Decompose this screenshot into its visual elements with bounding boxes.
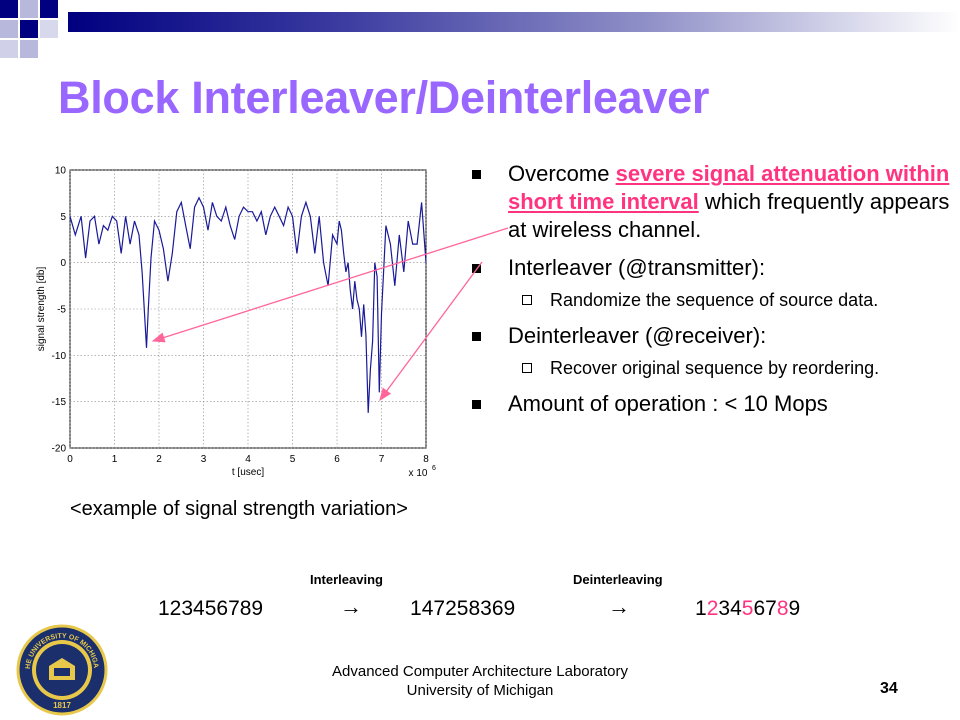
- bullet-text: Interleaver (@transmitter):: [508, 255, 766, 280]
- sequence-digit: 1: [410, 597, 422, 620]
- x-tick-label: 7: [379, 454, 385, 465]
- x-axis-label: t [usec]: [232, 467, 264, 478]
- y-tick-label: -10: [52, 351, 67, 362]
- deco-square: [0, 0, 18, 18]
- deco-square: [20, 40, 38, 58]
- x-tick-label: 0: [67, 454, 73, 465]
- bullet-highlight: severe signal attenuation within short t…: [508, 161, 950, 214]
- y-tick-label: 0: [60, 258, 66, 269]
- university-seal-logo: THE UNIVERSITY OF MICHIGAN 1817: [16, 624, 108, 716]
- deinterleaving-label: Deinterleaving: [573, 572, 663, 587]
- sequence-digit: 3: [480, 597, 492, 620]
- chart-svg: 0 1 2 3 4 5 6 7 8 10 5 0 -5 -10 -15 -20 t [usec] x 10 6 sig…: [36, 166, 436, 480]
- x-tick-label: 3: [201, 454, 207, 465]
- right-arrow-icon: →: [608, 594, 630, 619]
- deco-square: [0, 40, 18, 58]
- sequence-digit: 5: [456, 597, 469, 620]
- original-sequence: 123456789: [158, 597, 264, 620]
- bullet-text-pre: Overcome: [508, 161, 616, 186]
- bullet-item: Interleaver (@transmitter):: [470, 254, 950, 282]
- x-tick-label: 4: [245, 454, 251, 465]
- bullet-list: Overcome severe signal attenuation withi…: [470, 160, 950, 418]
- top-decoration-bar: [0, 0, 960, 58]
- deco-square: [40, 20, 58, 38]
- sequence-digit: 6: [491, 597, 504, 620]
- sub-bullet-marker: [522, 363, 532, 373]
- deco-square: [20, 0, 38, 18]
- bullet-marker: [472, 400, 481, 409]
- sequence-digit: 2: [706, 597, 719, 620]
- y-tick-label: -20: [52, 444, 67, 455]
- y-tick-label: -5: [57, 305, 66, 316]
- right-arrow-icon: →: [340, 594, 362, 619]
- y-tick-label: 10: [55, 166, 67, 177]
- x-multiplier-exponent: 6: [432, 465, 436, 472]
- footer-line2: University of Michigan: [406, 682, 554, 699]
- sequence-digit: 8: [776, 597, 789, 620]
- slide-title: Block Interleaver/Deinterleaver: [58, 72, 710, 123]
- deco-square: [40, 0, 58, 18]
- bullet-item: Amount of operation : < 10 Mops: [470, 390, 950, 418]
- footer: Advanced Computer Architecture Laborator…: [300, 662, 660, 700]
- bullet-item: Overcome severe signal attenuation withi…: [470, 160, 950, 244]
- y-tick-label: 5: [60, 212, 66, 223]
- sequence-digit: 4: [421, 597, 434, 620]
- sub-bullet-text: Randomize the sequence of source data.: [550, 290, 879, 310]
- x-tick-label: 8: [423, 454, 429, 465]
- interleaving-label: Interleaving: [310, 572, 383, 587]
- bullet-marker: [472, 332, 481, 341]
- sub-bullet-text: Recover original sequence by reordering.: [550, 358, 880, 378]
- footer-line1: Advanced Computer Architecture Laborator…: [332, 663, 628, 680]
- sub-bullet-item: Randomize the sequence of source data.: [470, 288, 950, 312]
- sequence-digit: 5: [741, 597, 754, 620]
- sequence-digit: 7: [433, 597, 446, 620]
- interleaved-sequence: 147258369: [410, 597, 515, 621]
- x-multiplier-label: x 10: [409, 468, 428, 479]
- bullet-text: Amount of operation : < 10 Mops: [508, 391, 828, 416]
- bullet-item: Deinterleaver (@receiver):: [470, 322, 950, 350]
- bullet-text-post: which frequently appears at wireless cha…: [508, 189, 950, 242]
- bullet-marker: [472, 170, 481, 179]
- y-axis-label: signal strength [db]: [36, 267, 47, 352]
- sequence-digit: 6: [753, 597, 766, 620]
- x-tick-label: 6: [334, 454, 340, 465]
- sub-bullet-marker: [522, 295, 532, 305]
- signal-strength-chart: 0 1 2 3 4 5 6 7 8 10 5 0 -5 -10 -15 -20 t [usec] x 10 6 sig…: [32, 160, 442, 490]
- sequence-digit: 1: [695, 597, 707, 620]
- bullet-text: Deinterleaver (@receiver):: [508, 323, 767, 348]
- sequence-digit: 4: [730, 597, 742, 620]
- y-tick-label: -15: [52, 397, 67, 408]
- restored-sequence: 123456789: [695, 597, 800, 621]
- sequence-digit: 9: [788, 597, 801, 620]
- deco-square: [20, 20, 38, 38]
- x-tick-label: 1: [112, 454, 118, 465]
- svg-text:1817: 1817: [53, 701, 71, 710]
- sequence-digit: 3: [718, 597, 731, 620]
- x-tick-label: 5: [290, 454, 296, 465]
- sequence-digit: 9: [503, 597, 516, 620]
- sequence-digit: 2: [445, 597, 457, 620]
- x-tick-label: 2: [156, 454, 162, 465]
- gradient-bar: [68, 12, 960, 32]
- bullet-marker: [472, 264, 481, 273]
- sub-bullet-item: Recover original sequence by reordering.: [470, 356, 950, 380]
- sequence-digit: 7: [765, 597, 777, 620]
- page-number: 34: [880, 680, 898, 697]
- sequence-digit: 8: [468, 597, 481, 620]
- chart-caption: <example of signal strength variation>: [70, 498, 408, 520]
- deco-square: [0, 20, 18, 38]
